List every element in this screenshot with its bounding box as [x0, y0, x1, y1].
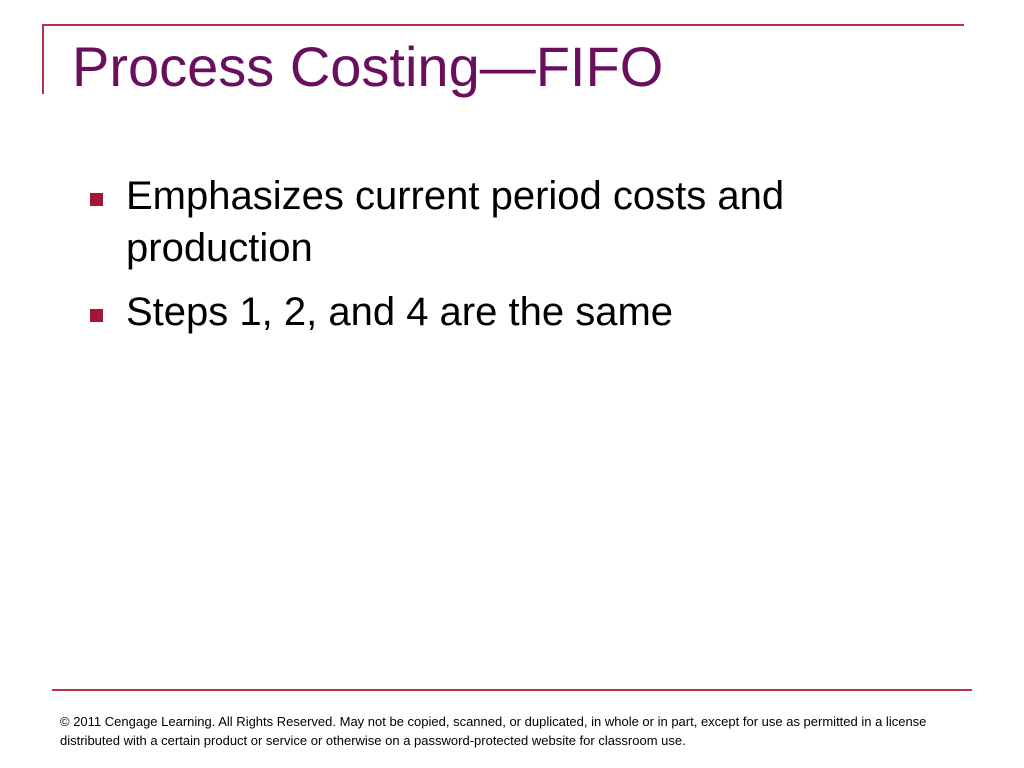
slide-title: Process Costing—FIFO	[72, 35, 664, 98]
bullet: Steps 1, 2, and 4 are the same	[88, 286, 848, 338]
top-rule	[42, 24, 964, 26]
bullet-list: Emphasizes current period costs and prod…	[88, 170, 848, 350]
bullet: Emphasizes current period costs and prod…	[88, 170, 848, 274]
bottom-rule	[52, 689, 972, 691]
left-rule	[42, 24, 44, 94]
copyright-footer: © 2011 Cengage Learning. All Rights Rese…	[60, 714, 927, 748]
